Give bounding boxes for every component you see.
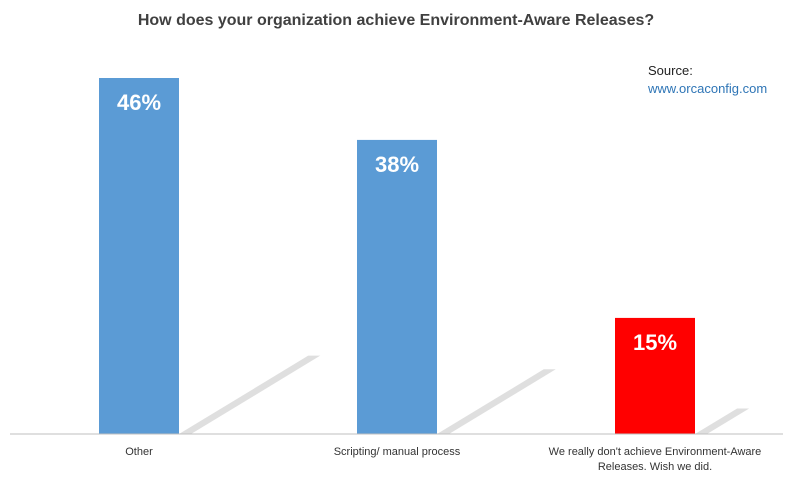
bar-shadow-1 <box>179 355 321 434</box>
bars <box>99 78 695 435</box>
bar-shadow-3 <box>695 408 750 434</box>
chart-title: How does your organization achieve Envir… <box>138 12 654 29</box>
data-label-3: 15% <box>633 330 677 355</box>
bar-shadow-2 <box>437 369 556 434</box>
data-label-2: 38% <box>375 152 419 177</box>
data-label-1: 46% <box>117 90 161 115</box>
category-label-3-line-1: We really don't achieve Environment-Awar… <box>549 446 762 458</box>
category-labels: Other Scripting/ manual process We really … <box>125 446 761 473</box>
category-label-1: Other <box>125 446 153 458</box>
data-labels: 46% 38% 15% <box>117 90 677 355</box>
category-label-3-line-2: Releases. Wish we did. <box>598 461 712 473</box>
source-link[interactable]: www.orcaconfig.com <box>647 81 767 96</box>
bar-shadows <box>179 355 750 434</box>
category-label-2: Scripting/ manual process <box>334 446 461 458</box>
bar-2 <box>357 139 437 435</box>
source-label: Source: <box>648 63 693 78</box>
bar-1 <box>99 78 179 434</box>
bar-3 <box>615 317 695 434</box>
